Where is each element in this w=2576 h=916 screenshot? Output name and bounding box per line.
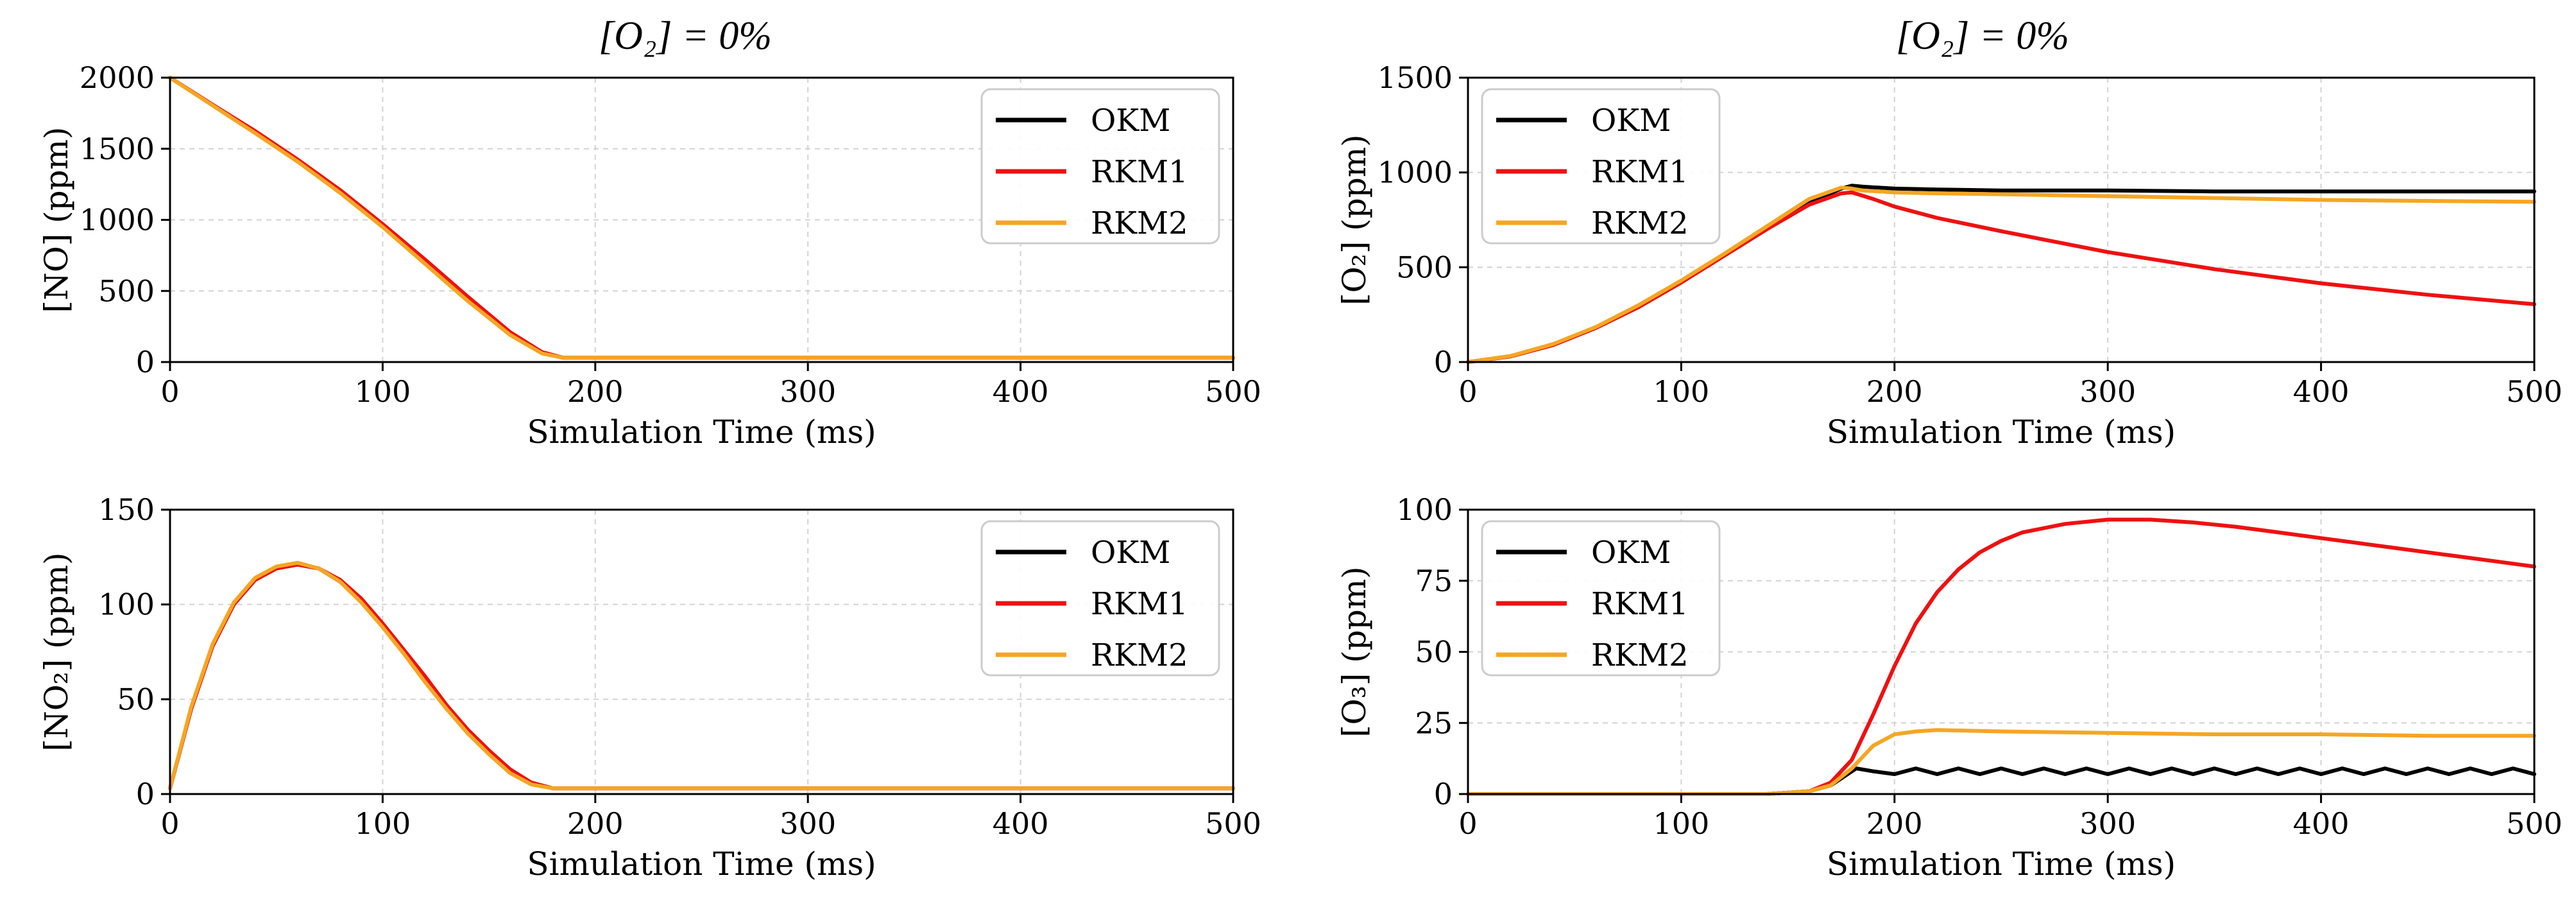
- no2-x-tick-label: 300: [780, 806, 836, 841]
- o3-y-tick-label: 25: [1415, 705, 1453, 740]
- no2-x-tick-label: 500: [1205, 806, 1261, 841]
- no2-x-tick-label: 100: [354, 806, 411, 841]
- o2-legend-label-okm: OKM: [1591, 103, 1671, 139]
- o2-x-axis-label: Simulation Time (ms): [1827, 413, 2176, 451]
- o2-x-tick-label: 100: [1653, 374, 1709, 409]
- no2-y-tick-label: 100: [98, 587, 155, 622]
- no2-y-tick-label: 150: [98, 492, 155, 527]
- panel-no2: 0 100 200 300 400 500 0 50 100 150 Simulation Time…: [38, 492, 1261, 883]
- no-series-rkm2: [168, 76, 1235, 360]
- no2-series-rkm2: [168, 560, 1235, 791]
- no2-x-axis-label: Simulation Time (ms): [527, 845, 876, 883]
- no2-y-axis-label: [NO₂] (ppm): [38, 552, 75, 751]
- column-title-right: [O₂] = 0%: [1896, 14, 2069, 58]
- no2-legend: [980, 520, 1220, 677]
- no2-axes-frame: [169, 508, 1234, 795]
- o2-legend: [1481, 88, 1721, 245]
- o3-x-axis-label: Simulation Time (ms): [1827, 845, 2176, 883]
- o3-x-tick-label: 400: [2293, 806, 2350, 841]
- no2-y-tick-label: 50: [117, 682, 155, 716]
- o2-y-tick-label: 0: [1434, 345, 1453, 379]
- no-x-tick-label: 200: [567, 374, 624, 409]
- no2-x-tick-label: 0: [160, 806, 179, 841]
- o2-y-tick-label: 1000: [1378, 155, 1453, 190]
- no2-legend-label-rkm1: RKM1: [1091, 586, 1188, 622]
- panel-o2: 0 100 200 300 400 500 0 500 1000 1500 Simulation T…: [1336, 60, 2563, 451]
- o2-y-tick-label: 1500: [1378, 60, 1453, 95]
- no-y-tick-label: 0: [136, 345, 155, 379]
- o3-series-rkm2: [1466, 728, 2536, 796]
- o2-series-rkm2: [1466, 186, 2536, 364]
- o2-x-tick-label: 300: [2079, 374, 2136, 409]
- o2-x-tick-label: 200: [1866, 374, 1923, 409]
- no-legend-label-rkm2: RKM2: [1091, 205, 1188, 241]
- o3-legend: [1481, 520, 1721, 677]
- o3-x-tick-label: 200: [1866, 806, 1923, 841]
- o3-series-okm: [1466, 766, 2536, 796]
- o3-y-tick-label: 75: [1415, 564, 1453, 598]
- o3-y-axis-label: [O₃] (ppm): [1336, 566, 1373, 737]
- no2-legend-label-okm: OKM: [1091, 535, 1170, 571]
- o3-legend-label-rkm1: RKM1: [1591, 586, 1689, 622]
- o3-x-tick-label: 100: [1653, 806, 1709, 841]
- panel-no: 0 100 200 300 400 500 0 500 1000 1500 2000 Simulati…: [38, 60, 1261, 451]
- o3-legend-label-okm: OKM: [1591, 535, 1671, 571]
- o3-x-tick-label: 300: [2079, 806, 2136, 841]
- o2-legend-label-rkm2: RKM2: [1591, 205, 1689, 241]
- no2-y-tick-label: 0: [136, 777, 155, 811]
- o3-series-rkm1: [1466, 517, 2536, 796]
- no-y-tick-label: 1000: [80, 203, 155, 238]
- o3-legend-label-rkm2: RKM2: [1591, 637, 1689, 673]
- o2-x-tick-label: 400: [2293, 374, 2350, 409]
- o2-x-tick-label: 0: [1458, 374, 1477, 409]
- no-x-tick-label: 400: [993, 374, 1049, 409]
- o3-x-tick-label: 0: [1458, 806, 1477, 841]
- column-title-left: [O₂] = 0%: [599, 14, 772, 58]
- no-legend-label-rkm1: RKM1: [1091, 154, 1188, 190]
- o3-y-tick-label: 100: [1396, 492, 1453, 527]
- o3-x-tick-label: 500: [2506, 806, 2563, 841]
- o2-x-tick-label: 500: [2506, 374, 2563, 409]
- o2-y-axis-label: [O₂] (ppm): [1336, 134, 1373, 305]
- o3-y-tick-label: 0: [1434, 777, 1453, 811]
- o2-legend-label-rkm1: RKM1: [1591, 154, 1689, 190]
- no-x-tick-label: 500: [1205, 374, 1261, 409]
- no-x-axis-label: Simulation Time (ms): [527, 413, 876, 451]
- no-legend: [980, 88, 1220, 245]
- no-y-tick-label: 500: [98, 273, 155, 308]
- no-x-tick-label: 0: [160, 374, 179, 409]
- no-y-tick-label: 2000: [80, 60, 155, 95]
- no-y-axis-label: [NO] (ppm): [38, 126, 75, 313]
- no-y-tick-label: 1500: [80, 132, 155, 166]
- no-x-tick-label: 100: [354, 374, 411, 409]
- no2-x-tick-label: 400: [993, 806, 1049, 841]
- o2-y-tick-label: 500: [1396, 250, 1453, 284]
- o2-axes-frame: [1467, 76, 2536, 363]
- no-x-tick-label: 300: [780, 374, 836, 409]
- no2-x-tick-label: 200: [567, 806, 624, 841]
- o3-y-tick-label: 50: [1415, 635, 1453, 670]
- panel-o3: 0 100 200 300 400 500 0 25 50 75 100 Simulation Tim…: [1336, 492, 2563, 883]
- no2-legend-label-rkm2: RKM2: [1091, 637, 1188, 673]
- no-legend-label-okm: OKM: [1091, 103, 1170, 139]
